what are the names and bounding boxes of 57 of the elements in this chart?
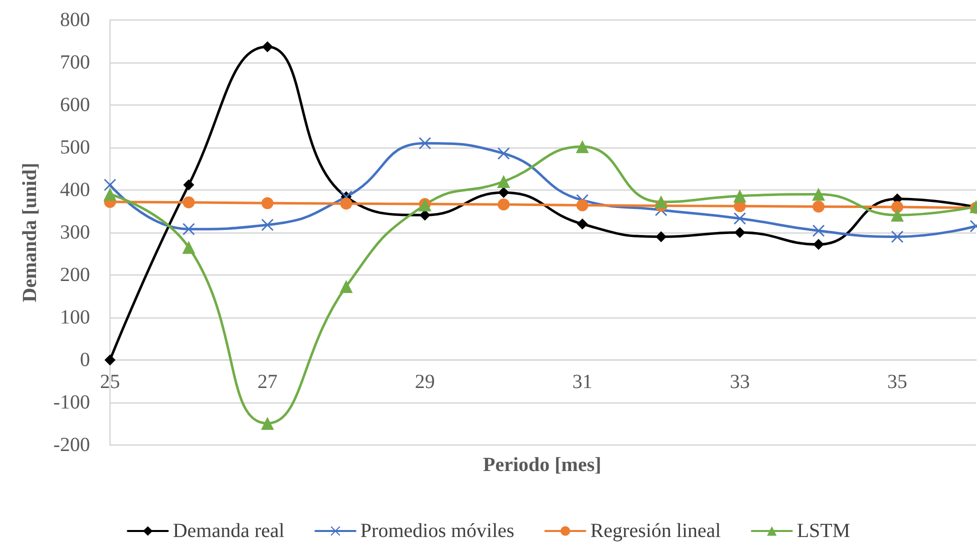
point bbox=[654, 195, 668, 208]
y-tick-label: 400 bbox=[60, 179, 90, 201]
y-tick-label: 600 bbox=[60, 94, 90, 116]
point bbox=[260, 416, 274, 430]
x-tick-label: 33 bbox=[730, 371, 750, 393]
x-tick-label: 27 bbox=[257, 371, 278, 393]
point bbox=[182, 223, 195, 236]
x-tick-label: 25 bbox=[100, 371, 120, 393]
x-tick-label: 31 bbox=[572, 371, 592, 393]
y-tick-label: -100 bbox=[53, 392, 90, 414]
point bbox=[576, 199, 588, 212]
y-tick-label: -200 bbox=[53, 434, 90, 456]
point bbox=[734, 227, 746, 238]
legend-label: Demanda real bbox=[172, 520, 285, 542]
legend-label: Regresión lineal bbox=[590, 520, 722, 542]
y-tick-label: 0 bbox=[80, 349, 90, 371]
point bbox=[419, 210, 430, 221]
point bbox=[340, 198, 352, 210]
point bbox=[576, 140, 589, 154]
x-tick-label: 35 bbox=[887, 371, 908, 393]
point bbox=[182, 196, 195, 208]
point bbox=[498, 147, 510, 160]
point bbox=[183, 179, 194, 190]
point bbox=[104, 178, 116, 191]
legend-label: LSTM bbox=[796, 520, 850, 542]
y-tick-label: 100 bbox=[60, 306, 90, 328]
point bbox=[890, 208, 904, 222]
point bbox=[498, 198, 510, 210]
point bbox=[733, 189, 746, 202]
point bbox=[891, 230, 904, 243]
point bbox=[812, 200, 825, 213]
point bbox=[734, 212, 746, 224]
point bbox=[182, 240, 196, 254]
x-axis-title: Periodo [mes] bbox=[483, 454, 602, 476]
point bbox=[891, 201, 904, 213]
point bbox=[104, 354, 116, 366]
x-tick-label: 29 bbox=[414, 371, 435, 393]
y-tick-label: 800 bbox=[60, 9, 90, 31]
point bbox=[576, 218, 588, 230]
y-tick-label: 300 bbox=[60, 222, 90, 244]
point bbox=[261, 218, 274, 231]
point bbox=[104, 188, 116, 201]
point bbox=[812, 188, 826, 201]
legend-label: Promedios móviles bbox=[360, 520, 515, 542]
y-axis-title: Demanda [unid] bbox=[19, 162, 41, 302]
y-tick-label: 200 bbox=[60, 264, 90, 286]
point bbox=[813, 238, 824, 250]
y-tick-label: 700 bbox=[60, 52, 90, 74]
point bbox=[656, 231, 667, 242]
point bbox=[418, 137, 431, 150]
point bbox=[812, 224, 825, 237]
point bbox=[262, 41, 273, 52]
point bbox=[498, 187, 510, 198]
point bbox=[340, 280, 353, 293]
point bbox=[261, 197, 274, 210]
y-tick-label: 500 bbox=[60, 136, 90, 158]
point bbox=[497, 175, 510, 188]
